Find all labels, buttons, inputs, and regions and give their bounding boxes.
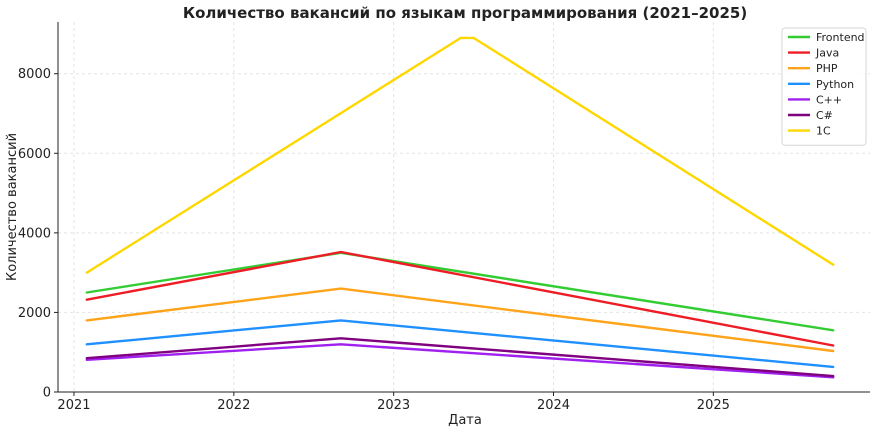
legend-label: 1C <box>816 125 831 138</box>
y-tick-label: 8000 <box>18 67 51 82</box>
axes <box>57 22 870 393</box>
x-tick-label: 2024 <box>537 398 570 413</box>
chart-title: Количество вакансий по языкам программир… <box>183 4 747 22</box>
x-tick-label: 2025 <box>697 398 730 413</box>
legend: Frontend Java PHP Python C++ C# 1C <box>781 27 867 146</box>
legend-label: C++ <box>816 93 842 106</box>
series-line-c <box>85 343 835 379</box>
series-line-java <box>85 250 835 347</box>
series-line-frontend <box>85 251 835 332</box>
legend-label: C# <box>816 109 833 122</box>
series-line-c <box>85 337 835 378</box>
y-tick-label: 0 <box>43 386 51 401</box>
series-lines <box>85 36 835 379</box>
x-tick-label: 2023 <box>377 398 410 413</box>
tick-labels: 0 2000 4000 6000 8000 2021 2022 2023 2024 2025 <box>18 67 730 413</box>
series-line-1c <box>85 36 835 274</box>
x-tick-label: 2022 <box>217 398 250 413</box>
x-tick-label: 2021 <box>57 398 90 413</box>
series-line-python <box>85 319 835 369</box>
legend-label: Frontend <box>816 31 865 44</box>
y-tick-label: 4000 <box>18 226 51 241</box>
x-axis-title: Дата <box>448 413 482 428</box>
legend-label: PHP <box>816 62 838 75</box>
y-tick-label: 2000 <box>18 306 51 321</box>
series-line-php <box>85 287 835 353</box>
y-tick-label: 6000 <box>18 147 51 162</box>
legend-label: Python <box>816 78 854 91</box>
y-axis-title: Количество вакансий <box>5 133 20 281</box>
legend-label: Java <box>815 47 839 60</box>
